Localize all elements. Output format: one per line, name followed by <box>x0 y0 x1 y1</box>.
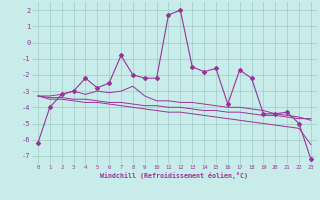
X-axis label: Windchill (Refroidissement éolien,°C): Windchill (Refroidissement éolien,°C) <box>100 172 248 179</box>
